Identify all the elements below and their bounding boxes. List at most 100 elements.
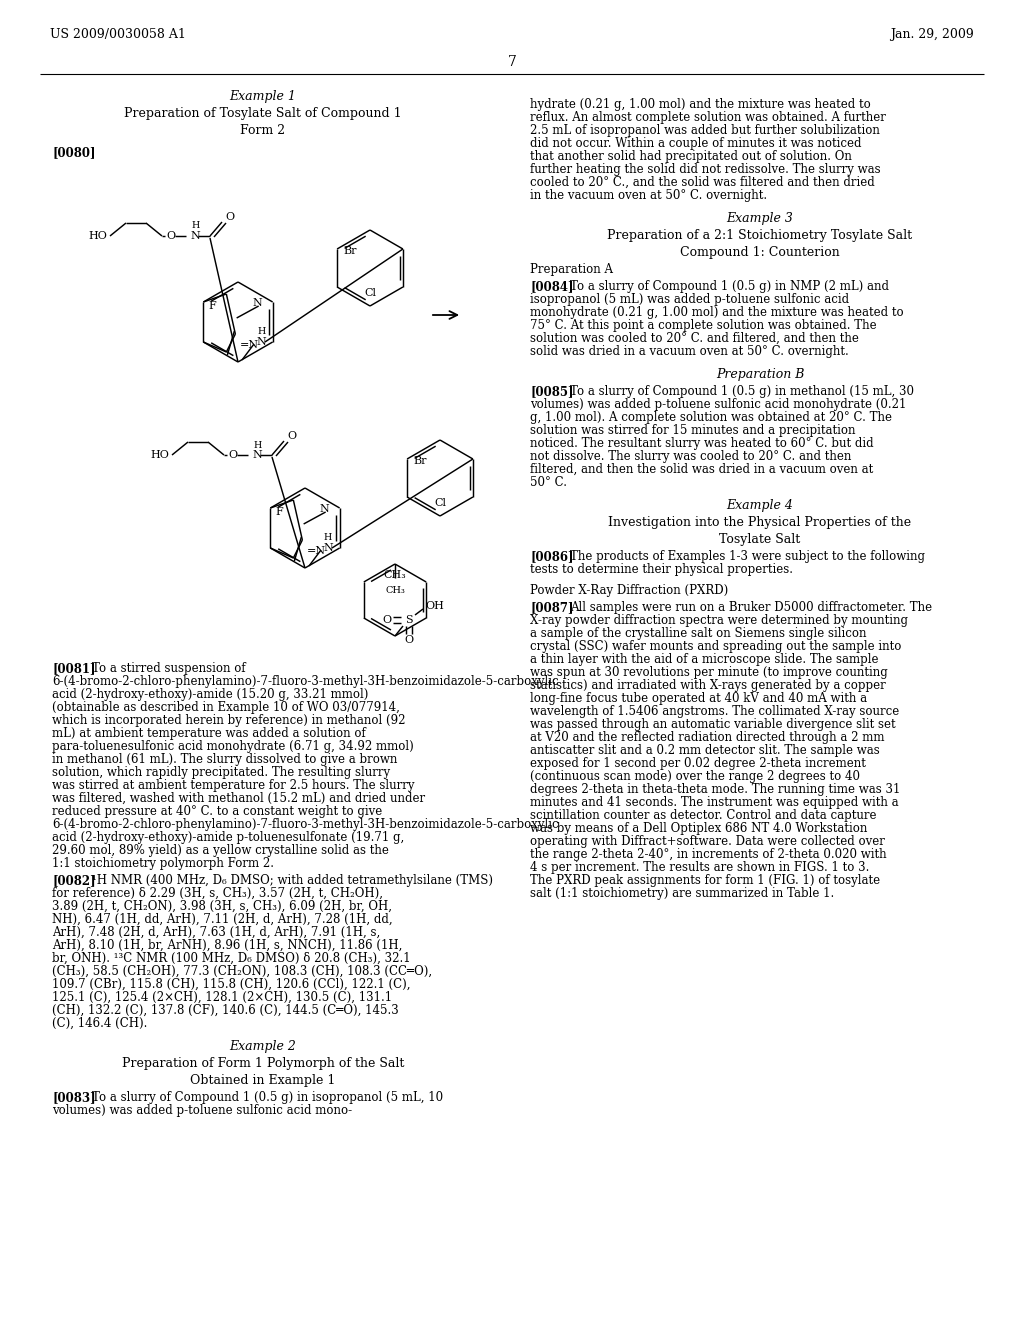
Text: (C), 146.4 (CH).: (C), 146.4 (CH). <box>52 1016 147 1030</box>
Text: F: F <box>275 507 283 517</box>
Text: F: F <box>208 301 216 312</box>
Text: did not occur. Within a couple of minutes it was noticed: did not occur. Within a couple of minute… <box>530 137 861 150</box>
Text: 3.89 (2H, t, CH₂ON), 3.98 (3H, s, CH₃), 6.09 (2H, br, OH,: 3.89 (2H, t, CH₂ON), 3.98 (3H, s, CH₃), … <box>52 900 392 913</box>
Text: reduced pressure at 40° C. to a constant weight to give: reduced pressure at 40° C. to a constant… <box>52 805 382 818</box>
Text: H: H <box>191 222 200 231</box>
Text: Preparation B: Preparation B <box>716 368 804 381</box>
Text: Br: Br <box>343 246 356 256</box>
Text: was stirred at ambient temperature for 2.5 hours. The slurry: was stirred at ambient temperature for 2… <box>52 779 415 792</box>
Text: g, 1.00 mol). A complete solution was obtained at 20° C. The: g, 1.00 mol). A complete solution was ob… <box>530 411 892 424</box>
Text: at V20 and the reflected radiation directed through a 2 mm: at V20 and the reflected radiation direc… <box>530 731 885 744</box>
Text: N: N <box>323 543 333 553</box>
Text: Br: Br <box>413 455 427 466</box>
Text: To a slurry of Compound 1 (0.5 g) in isopropanol (5 mL, 10: To a slurry of Compound 1 (0.5 g) in iso… <box>92 1092 443 1104</box>
Text: scintillation counter as detector. Control and data capture: scintillation counter as detector. Contr… <box>530 809 877 822</box>
Text: O: O <box>404 635 414 645</box>
Text: degrees 2-theta in theta-theta mode. The running time was 31: degrees 2-theta in theta-theta mode. The… <box>530 783 900 796</box>
Text: br, ONH). ¹³C NMR (100 MHz, D₆ DMSO) δ 20.8 (CH₃), 32.1: br, ONH). ¹³C NMR (100 MHz, D₆ DMSO) δ 2… <box>52 952 411 965</box>
Text: (continuous scan mode) over the range 2 degrees to 40: (continuous scan mode) over the range 2 … <box>530 770 860 783</box>
Text: =N: =N <box>306 546 326 556</box>
Text: NH), 6.47 (1H, dd, ArH), 7.11 (2H, d, ArH), 7.28 (1H, dd,: NH), 6.47 (1H, dd, ArH), 7.11 (2H, d, Ar… <box>52 913 392 927</box>
Text: para-toluenesulfonic acid monohydrate (6.71 g, 34.92 mmol): para-toluenesulfonic acid monohydrate (6… <box>52 741 414 752</box>
Text: tests to determine their physical properties.: tests to determine their physical proper… <box>530 564 793 576</box>
Text: To a slurry of Compound 1 (0.5 g) in methanol (15 mL, 30: To a slurry of Compound 1 (0.5 g) in met… <box>570 385 914 399</box>
Text: Preparation of a 2:1 Stoichiometry Tosylate Salt: Preparation of a 2:1 Stoichiometry Tosyl… <box>607 228 912 242</box>
Text: Example 1: Example 1 <box>229 90 296 103</box>
Text: not dissolve. The slurry was cooled to 20° C. and then: not dissolve. The slurry was cooled to 2… <box>530 450 851 463</box>
Text: 4 s per increment. The results are shown in FIGS. 1 to 3.: 4 s per increment. The results are shown… <box>530 861 869 874</box>
Text: N: N <box>190 231 200 242</box>
Text: reflux. An almost complete solution was obtained. A further: reflux. An almost complete solution was … <box>530 111 886 124</box>
Text: solution was cooled to 20° C. and filtered, and then the: solution was cooled to 20° C. and filter… <box>530 333 859 345</box>
Text: exposed for 1 second per 0.02 degree 2-theta increment: exposed for 1 second per 0.02 degree 2-t… <box>530 756 866 770</box>
Text: for reference) δ 2.29 (3H, s, CH₃), 3.57 (2H, t, CH₂OH),: for reference) δ 2.29 (3H, s, CH₃), 3.57… <box>52 887 383 900</box>
Text: volumes) was added p-toluene sulfonic acid monohydrate (0.21: volumes) was added p-toluene sulfonic ac… <box>530 399 906 411</box>
Text: O: O <box>228 450 238 459</box>
Text: CH₃: CH₃ <box>384 570 407 579</box>
Text: OH: OH <box>425 601 443 611</box>
Text: 50° C.: 50° C. <box>530 477 567 488</box>
Text: 125.1 (C), 125.4 (2×CH), 128.1 (2×CH), 130.5 (C), 131.1: 125.1 (C), 125.4 (2×CH), 128.1 (2×CH), 1… <box>52 991 392 1005</box>
Text: a thin layer with the aid of a microscope slide. The sample: a thin layer with the aid of a microscop… <box>530 653 879 667</box>
Text: noticed. The resultant slurry was heated to 60° C. but did: noticed. The resultant slurry was heated… <box>530 437 873 450</box>
Text: H: H <box>253 441 261 450</box>
Text: acid (2-hydroxy-ethoxy)-amide (15.20 g, 33.21 mmol): acid (2-hydroxy-ethoxy)-amide (15.20 g, … <box>52 688 369 701</box>
Text: was passed through an automatic variable divergence slit set: was passed through an automatic variable… <box>530 718 896 731</box>
Text: Example 3: Example 3 <box>727 213 794 224</box>
Text: Tosylate Salt: Tosylate Salt <box>720 533 801 546</box>
Text: HO: HO <box>150 450 169 459</box>
Text: 7: 7 <box>508 55 516 69</box>
Text: The PXRD peak assignments for form 1 (FIG. 1) of tosylate: The PXRD peak assignments for form 1 (FI… <box>530 874 880 887</box>
Text: [0086]: [0086] <box>530 550 573 564</box>
Text: hydrate (0.21 g, 1.00 mol) and the mixture was heated to: hydrate (0.21 g, 1.00 mol) and the mixtu… <box>530 98 870 111</box>
Text: To a stirred suspension of: To a stirred suspension of <box>92 663 246 675</box>
Text: US 2009/0030058 A1: US 2009/0030058 A1 <box>50 28 186 41</box>
Text: Cl: Cl <box>364 288 376 298</box>
Text: (CH₃), 58.5 (CH₂OH), 77.3 (CH₂ON), 108.3 (CH), 108.3 (CC═O),: (CH₃), 58.5 (CH₂OH), 77.3 (CH₂ON), 108.3… <box>52 965 432 978</box>
Text: N: N <box>252 450 262 459</box>
Text: was spun at 30 revolutions per minute (to improve counting: was spun at 30 revolutions per minute (t… <box>530 667 888 678</box>
Text: Cl: Cl <box>434 498 446 508</box>
Text: O: O <box>382 615 391 624</box>
Text: H: H <box>324 533 332 543</box>
Text: Jan. 29, 2009: Jan. 29, 2009 <box>890 28 974 41</box>
Text: operating with Diffract+software. Data were collected over: operating with Diffract+software. Data w… <box>530 836 885 847</box>
Text: statistics) and irradiated with X-rays generated by a copper: statistics) and irradiated with X-rays g… <box>530 678 886 692</box>
Text: salt (1:1 stoichiometry) are summarized in Table 1.: salt (1:1 stoichiometry) are summarized … <box>530 887 835 900</box>
Text: solution, which rapidly precipitated. The resulting slurry: solution, which rapidly precipitated. Th… <box>52 766 390 779</box>
Text: Preparation A: Preparation A <box>530 263 613 276</box>
Text: ArH), 7.48 (2H, d, ArH), 7.63 (1H, d, ArH), 7.91 (1H, s,: ArH), 7.48 (2H, d, ArH), 7.63 (1H, d, Ar… <box>52 927 380 939</box>
Text: H: H <box>257 327 265 337</box>
Text: N: N <box>253 298 262 308</box>
Text: Powder X-Ray Diffraction (PXRD): Powder X-Ray Diffraction (PXRD) <box>530 583 728 597</box>
Text: volumes) was added p-toluene sulfonic acid mono-: volumes) was added p-toluene sulfonic ac… <box>52 1104 352 1117</box>
Text: 75° C. At this point a complete solution was obtained. The: 75° C. At this point a complete solution… <box>530 319 877 333</box>
Text: filtered, and then the solid was dried in a vacuum oven at: filtered, and then the solid was dried i… <box>530 463 873 477</box>
Text: Investigation into the Physical Properties of the: Investigation into the Physical Properti… <box>608 516 911 529</box>
Text: =N: =N <box>240 341 258 350</box>
Text: mL) at ambient temperature was added a solution of: mL) at ambient temperature was added a s… <box>52 727 366 741</box>
Text: that another solid had precipitated out of solution. On: that another solid had precipitated out … <box>530 150 852 162</box>
Text: [0084]: [0084] <box>530 280 573 293</box>
Text: Example 2: Example 2 <box>229 1040 296 1053</box>
Text: The products of Examples 1-3 were subject to the following: The products of Examples 1-3 were subjec… <box>570 550 925 564</box>
Text: Preparation of Form 1 Polymorph of the Salt: Preparation of Form 1 Polymorph of the S… <box>122 1057 404 1071</box>
Text: All samples were run on a Bruker D5000 diffractometer. The: All samples were run on a Bruker D5000 d… <box>570 601 932 614</box>
Text: isopropanol (5 mL) was added p-toluene sulfonic acid: isopropanol (5 mL) was added p-toluene s… <box>530 293 849 306</box>
Text: a sample of the crystalline salt on Siemens single silicon: a sample of the crystalline salt on Siem… <box>530 627 866 640</box>
Text: [0085]: [0085] <box>530 385 573 399</box>
Text: 29.60 mol, 89% yield) as a yellow crystalline solid as the: 29.60 mol, 89% yield) as a yellow crysta… <box>52 843 389 857</box>
Text: further heating the solid did not redissolve. The slurry was: further heating the solid did not rediss… <box>530 162 881 176</box>
Text: 6-(4-bromo-2-chloro-phenylamino)-7-fluoro-3-methyl-3H-benzoimidazole-5-carboxyli: 6-(4-bromo-2-chloro-phenylamino)-7-fluor… <box>52 818 559 832</box>
Text: Preparation of Tosylate Salt of Compound 1: Preparation of Tosylate Salt of Compound… <box>124 107 401 120</box>
Text: monohydrate (0.21 g, 1.00 mol) and the mixture was heated to: monohydrate (0.21 g, 1.00 mol) and the m… <box>530 306 903 319</box>
Text: Obtained in Example 1: Obtained in Example 1 <box>190 1074 336 1086</box>
Text: O: O <box>166 231 175 242</box>
Text: wavelength of 1.5406 angstroms. The collimated X-ray source: wavelength of 1.5406 angstroms. The coll… <box>530 705 899 718</box>
Text: ArH), 8.10 (1H, br, ArNH), 8.96 (1H, s, NNCH), 11.86 (1H,: ArH), 8.10 (1H, br, ArNH), 8.96 (1H, s, … <box>52 939 402 952</box>
Text: Example 4: Example 4 <box>727 499 794 512</box>
Text: 1:1 stoichiometry polymorph Form 2.: 1:1 stoichiometry polymorph Form 2. <box>52 857 274 870</box>
Text: solid was dried in a vacuum oven at 50° C. overnight.: solid was dried in a vacuum oven at 50° … <box>530 345 849 358</box>
Text: To a slurry of Compound 1 (0.5 g) in NMP (2 mL) and: To a slurry of Compound 1 (0.5 g) in NMP… <box>570 280 889 293</box>
Text: long-fine focus tube operated at 40 kV and 40 mA with a: long-fine focus tube operated at 40 kV a… <box>530 692 867 705</box>
